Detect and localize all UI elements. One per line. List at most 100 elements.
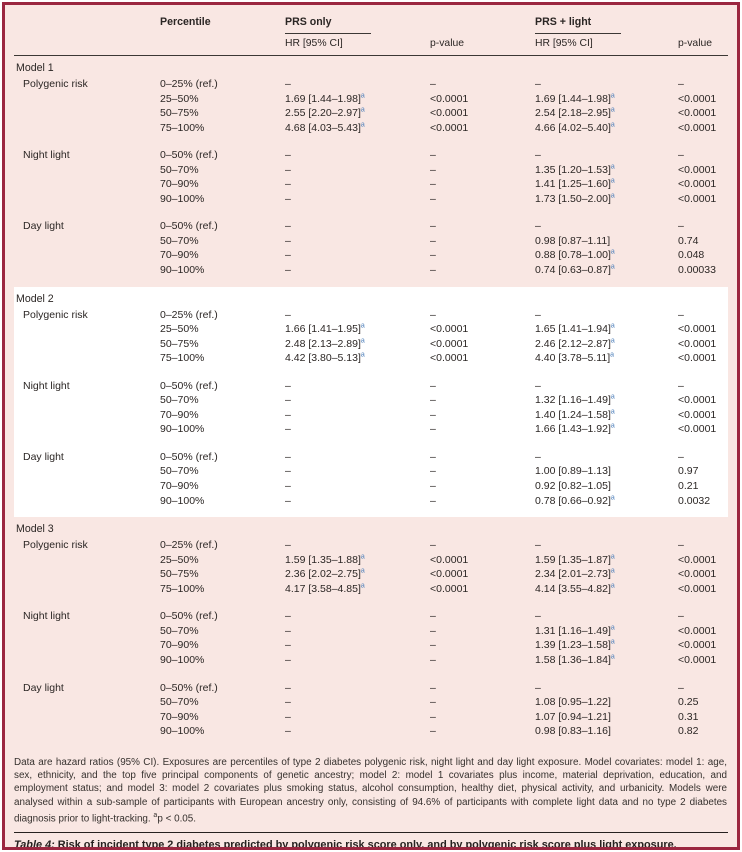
cell-exposure-label: Polygenic risk (23, 78, 88, 90)
cell-pvalue-prs-only: <0.0001 (430, 107, 469, 120)
cell-hr-prs-light: 1.32 [1.16–1.49]a (535, 393, 615, 407)
cell-pvalue-prs-light: <0.0001 (678, 178, 717, 191)
cell-hr-prs-light: – (535, 379, 541, 392)
cell-exposure-label: Night light (23, 149, 70, 162)
cell-pvalue-prs-light: <0.0001 (678, 192, 717, 205)
cell-percentile: 50–75% (160, 107, 199, 120)
header-hr-prs-light: HR [95% CI] (535, 38, 593, 49)
cell-percentile: 50–70% (160, 234, 199, 247)
cell-pvalue-prs-light: <0.0001 (678, 352, 717, 365)
table-row: 75–100% 4.17 [3.58–4.85]a <0.0001 4.14 [3.5… (14, 582, 728, 597)
table-row: 25–50% 1.59 [1.35–1.88]a <0.0001 1.59 [1.35… (14, 553, 728, 568)
cell-percentile: 25–50% (160, 553, 199, 566)
cell-pvalue-prs-only: <0.0001 (430, 352, 469, 365)
table-row: 50–70% – – 1.35 [1.20–1.53]a <0.0001 (14, 163, 728, 178)
cell-pvalue-prs-only: – (430, 220, 436, 233)
cell-hr-prs-light: 1.41 [1.25–1.60]a (535, 177, 615, 191)
table-row: Night light 0–50% (ref.) – – – – (14, 379, 728, 394)
header-divider (14, 55, 728, 56)
cell-percentile: 75–100% (160, 352, 205, 365)
cell-pvalue-prs-only: <0.0001 (430, 553, 469, 566)
table-row: Day light 0–50% (ref.) – – – – (14, 219, 728, 234)
cell-pvalue-prs-light: <0.0001 (678, 107, 717, 120)
cell-pvalue-prs-light: <0.0001 (678, 323, 717, 336)
cell-hr-prs-only: 4.17 [3.58–4.85]a (285, 582, 365, 595)
table-row: 25–50% 1.69 [1.44–1.98]a <0.0001 1.69 [1.44… (14, 92, 728, 107)
cell-percentile: 0–25% (ref.) (160, 78, 218, 90)
significance-marker: a (360, 553, 365, 561)
header-group-prs-light: PRS + light (535, 16, 678, 34)
cell-pvalue-prs-light: 0.82 (678, 725, 699, 738)
cell-percentile: 70–90% (160, 178, 199, 191)
cell-pvalue-prs-light: 0.048 (678, 249, 705, 262)
table-row: 90–100% – – 0.78 [0.66–0.92]a 0.0032 (14, 494, 728, 509)
cell-hr-prs-light: – (535, 220, 541, 233)
cell-percentile: 90–100% (160, 423, 205, 436)
table-row: 50–75% 2.48 [2.13–2.89]a <0.0001 2.46 [2.12… (14, 337, 728, 352)
cell-hr-prs-light: 0.88 [0.78–1.00]a (535, 248, 615, 262)
cell-percentile: 0–25% (ref.) (160, 308, 218, 321)
table-row: 70–90% – – 1.41 [1.25–1.60]a <0.0001 (14, 177, 728, 192)
cell-percentile: 50–75% (160, 568, 199, 581)
cell-pvalue-prs-only: – (430, 423, 436, 436)
cell-pvalue-prs-only: – (430, 696, 436, 709)
cell-hr-prs-only: – (285, 264, 291, 277)
cell-hr-prs-light: – (535, 149, 541, 162)
cell-pvalue-prs-light: 0.25 (678, 696, 699, 709)
cell-percentile: 0–50% (ref.) (160, 220, 218, 233)
cell-exposure-label: Night light (23, 379, 70, 392)
cell-pvalue-prs-light: 0.31 (678, 710, 699, 723)
cell-pvalue-prs-only: – (430, 725, 436, 738)
cell-pvalue-prs-light: – (678, 308, 684, 321)
table-row: 70–90% – – 0.88 [0.78–1.00]a 0.048 (14, 248, 728, 263)
cell-pvalue-prs-only: – (430, 480, 436, 493)
cell-hr-prs-only: 1.59 [1.35–1.88]a (285, 553, 365, 566)
cell-percentile: 0–50% (ref.) (160, 149, 218, 162)
cell-exposure-label: Day light (23, 450, 64, 463)
cell-hr-prs-only: – (285, 149, 291, 162)
significance-marker: a (610, 553, 615, 561)
significance-marker: a (610, 322, 615, 330)
significance-marker: a (360, 92, 365, 100)
cell-hr-prs-only: 4.68 [4.03–5.43]a (285, 121, 365, 134)
cell-pvalue-prs-only: – (430, 394, 436, 407)
table-body: Model 1 Polygenic risk 0–25% (ref.) – – – –25–… (14, 56, 728, 748)
cell-pvalue-prs-light: 0.0032 (678, 494, 711, 507)
significance-marker: a (610, 263, 615, 271)
cell-percentile: 90–100% (160, 725, 205, 738)
cell-pvalue-prs-only: <0.0001 (430, 121, 469, 134)
cell-hr-prs-only: – (285, 539, 291, 552)
cell-pvalue-prs-light: – (678, 78, 684, 90)
cell-pvalue-prs-only: – (430, 163, 436, 176)
cell-hr-prs-only: – (285, 624, 291, 637)
cell-hr-prs-only: – (285, 308, 291, 321)
cell-pvalue-prs-light: 0.97 (678, 465, 699, 478)
cell-pvalue-prs-light: <0.0001 (678, 337, 717, 350)
significance-marker: a (610, 494, 615, 502)
table-row: 90–100% – – 1.58 [1.36–1.84]a <0.0001 (14, 653, 728, 668)
cell-pvalue-prs-only: – (430, 192, 436, 205)
cell-percentile: 90–100% (160, 653, 205, 666)
cell-hr-prs-light: – (535, 539, 541, 552)
cell-pvalue-prs-light: <0.0001 (678, 121, 717, 134)
table-row: Polygenic risk 0–25% (ref.) – – – – (14, 77, 728, 92)
footnote-marker: a (153, 811, 158, 819)
cell-hr-prs-only: – (285, 249, 291, 262)
cell-pvalue-prs-only: – (430, 308, 436, 321)
cell-percentile: 50–70% (160, 163, 199, 176)
cell-hr-prs-only: – (285, 192, 291, 205)
cell-pvalue-prs-light: – (678, 539, 684, 552)
cell-hr-prs-light: 1.00 [0.89–1.13] (535, 465, 611, 478)
cell-hr-prs-light: 2.54 [2.18–2.95]a (535, 106, 615, 120)
significance-marker: a (610, 624, 615, 632)
cell-hr-prs-only: – (285, 480, 291, 493)
cell-pvalue-prs-light: 0.21 (678, 480, 699, 493)
significance-marker: a (360, 322, 365, 330)
cell-percentile: 70–90% (160, 480, 199, 493)
cell-hr-prs-light: 1.39 [1.23–1.58]a (535, 638, 615, 652)
table-row: 50–70% – – 1.32 [1.16–1.49]a <0.0001 (14, 393, 728, 408)
header-hr-prs-only: HR [95% CI] (285, 38, 343, 49)
cell-hr-prs-only: – (285, 710, 291, 723)
cell-hr-prs-light: 1.31 [1.16–1.49]a (535, 624, 615, 637)
cell-hr-prs-only: 2.48 [2.13–2.89]a (285, 337, 365, 350)
